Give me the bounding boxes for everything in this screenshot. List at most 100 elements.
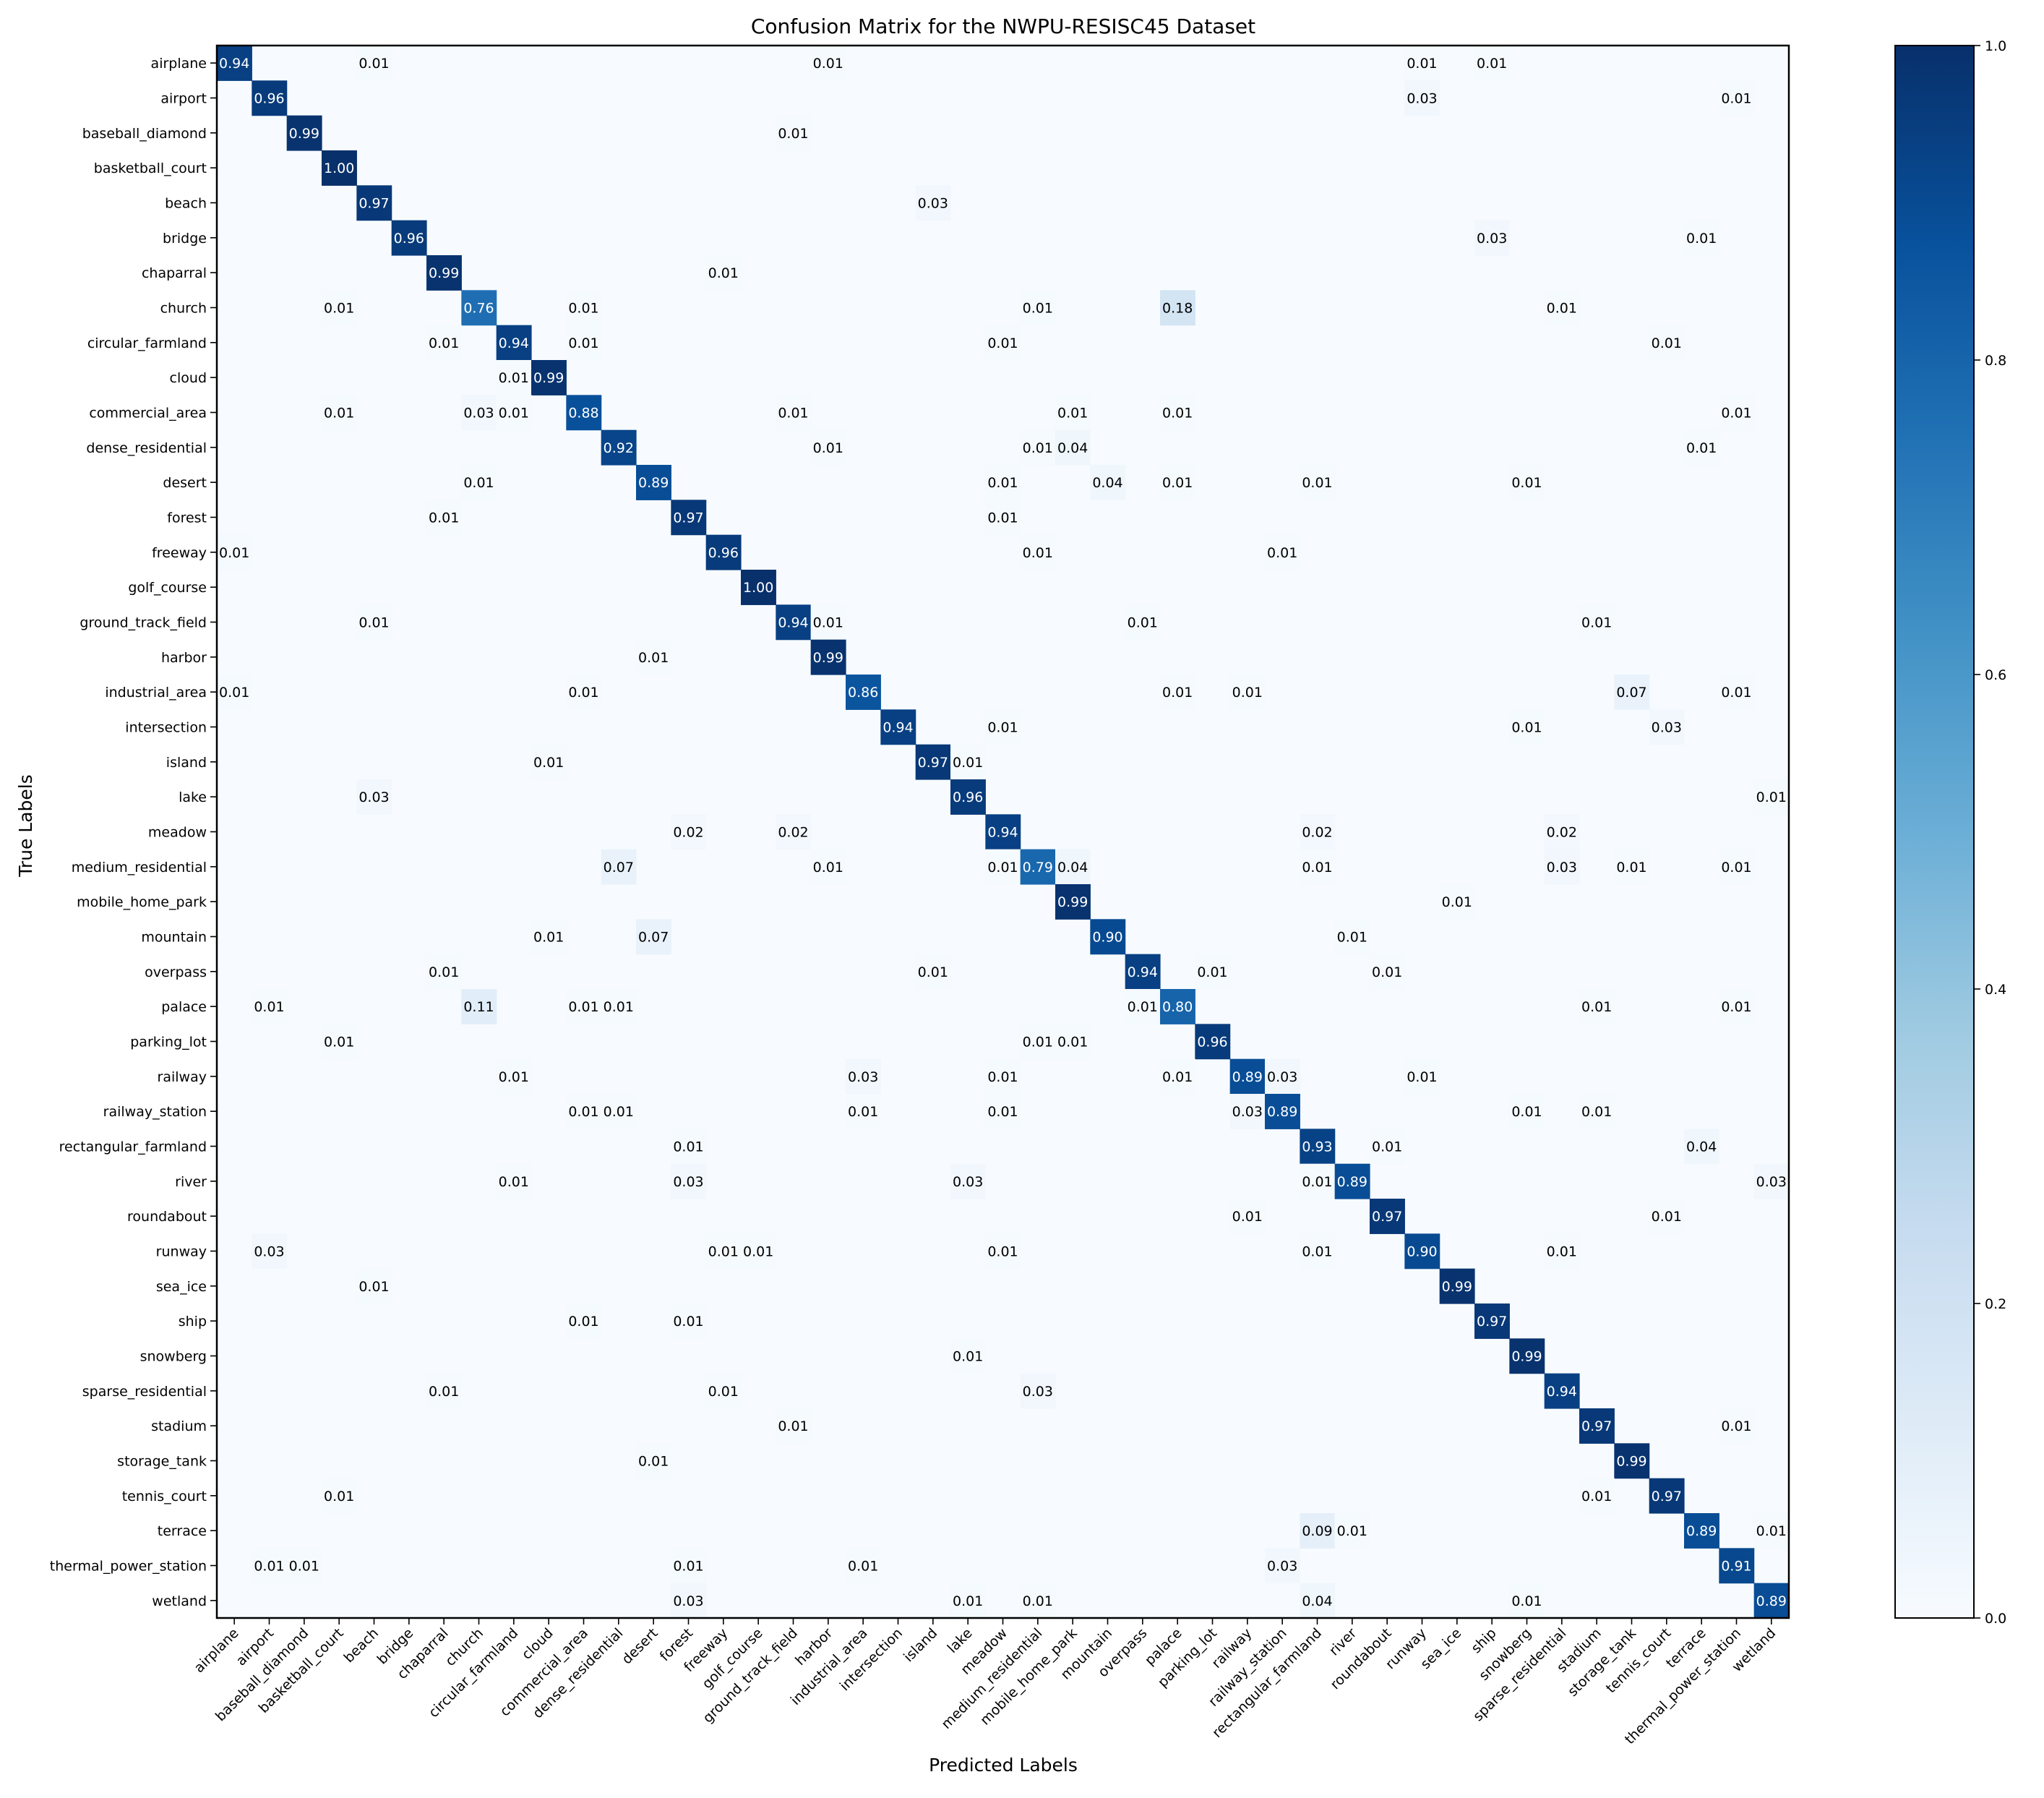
matrix-cell [1090, 465, 1126, 500]
cell-value-label: 0.01 [568, 999, 598, 1015]
cell-value-label: 0.01 [1581, 999, 1612, 1015]
cell-value-label: 0.01 [219, 545, 249, 561]
matrix-cell [1649, 1199, 1685, 1234]
cell-value-label: 0.07 [604, 860, 634, 876]
matrix-cell [776, 1408, 812, 1444]
cell-value-label: 0.01 [1756, 789, 1787, 805]
matrix-cell [1404, 46, 1440, 81]
cell-value-label: 0.01 [358, 1279, 389, 1295]
cell-value-label: 0.03 [1267, 1559, 1297, 1575]
y-tick-label: tennis_court [122, 1489, 207, 1504]
cell-value-label: 0.01 [499, 1174, 529, 1190]
cell-value-label: 0.96 [708, 545, 739, 561]
y-tick-label: ground_track_field [80, 615, 207, 631]
y-tick-label: snowberg [140, 1349, 207, 1365]
cell-value-label: 0.01 [638, 650, 669, 666]
cell-value-label: 0.94 [1128, 964, 1158, 980]
colorbar-tick-label: 0.2 [1985, 1296, 2006, 1312]
cell-value-label: 0.01 [429, 964, 459, 980]
cell-value-label: 0.01 [813, 615, 843, 631]
cell-value-label: 0.01 [987, 510, 1018, 526]
cell-value-label: 0.01 [813, 56, 843, 72]
cell-value-label: 0.97 [1652, 1489, 1682, 1504]
matrix-cell [356, 185, 392, 221]
cell-value-label: 0.01 [429, 335, 459, 351]
matrix-cell [1579, 604, 1615, 641]
matrix-cell [846, 1058, 881, 1095]
cell-value-label: 0.01 [1023, 1593, 1053, 1609]
cell-value-label: 0.01 [743, 1244, 773, 1260]
cell-value-label: 0.03 [673, 1174, 703, 1190]
matrix-cell [461, 989, 497, 1024]
cell-value-label: 0.01 [463, 475, 494, 491]
matrix-cell [1753, 1583, 1790, 1619]
matrix-cell [1020, 1583, 1056, 1619]
cell-value-label: 0.01 [1581, 1104, 1612, 1120]
cell-value-label: 0.03 [1547, 860, 1577, 876]
matrix-cell [1020, 429, 1056, 466]
matrix-cell [950, 744, 986, 780]
cell-value-label: 0.01 [1652, 1209, 1682, 1225]
matrix-cell [1719, 989, 1755, 1024]
matrix-cell [741, 570, 776, 605]
cell-value-label: 0.01 [358, 56, 389, 72]
cell-value-label: 0.01 [1197, 964, 1227, 980]
colorbar-gradient [1895, 46, 1974, 1618]
matrix-cell [985, 500, 1021, 536]
cell-value-label: 0.01 [953, 755, 983, 771]
matrix-cell [1055, 849, 1091, 885]
cell-value-label: 0.01 [1057, 406, 1088, 421]
matrix-cell [985, 1058, 1021, 1095]
cell-value-label: 0.03 [1407, 91, 1437, 107]
matrix-cell [1509, 1094, 1545, 1129]
matrix-cell [1753, 779, 1790, 815]
cell-value-label: 0.01 [673, 1139, 703, 1155]
cell-value-label: 0.89 [1686, 1523, 1717, 1539]
matrix-cell [985, 849, 1021, 885]
matrix-cell [1265, 1058, 1300, 1095]
cell-value-label: 0.18 [1162, 301, 1193, 317]
cell-value-label: 0.01 [254, 1559, 284, 1575]
cell-value-label: 0.01 [778, 126, 808, 142]
matrix-cell [810, 429, 846, 466]
cell-value-label: 0.01 [289, 1559, 319, 1575]
cell-value-label: 0.01 [1162, 406, 1193, 421]
matrix-cell [531, 360, 567, 395]
matrix-cell [1090, 919, 1126, 955]
cell-value-label: 0.01 [1302, 860, 1332, 876]
colorbar: 0.0 0.2 0.4 0.6 0.8 1.0 [1894, 38, 2006, 1627]
cell-value-label: 0.01 [708, 1244, 739, 1260]
cell-value-label: 0.01 [324, 1489, 354, 1504]
matrix-cell [1265, 534, 1300, 570]
matrix-cell [950, 779, 986, 815]
cell-value-label: 0.01 [1511, 475, 1542, 491]
cell-value-label: 0.97 [1581, 1418, 1612, 1434]
cell-value-label: 0.01 [1721, 1418, 1751, 1434]
cell-value-label: 0.97 [358, 196, 389, 212]
cell-value-label: 0.01 [778, 406, 808, 421]
matrix-cell [1474, 1303, 1510, 1339]
matrix-cell [810, 849, 846, 885]
cell-value-label: 0.96 [953, 789, 983, 805]
cell-value-label: 0.94 [883, 720, 913, 736]
matrix-cell [1055, 1024, 1091, 1060]
matrix-cell [810, 46, 846, 81]
cell-value-label: 0.01 [254, 999, 284, 1015]
y-tick-label: ship [179, 1314, 207, 1330]
cell-value-label: 0.01 [1337, 930, 1367, 946]
matrix-cell [1160, 290, 1195, 326]
cell-value-label: 0.03 [848, 1069, 878, 1085]
matrix-cell [1195, 954, 1231, 990]
cell-value-label: 0.01 [1407, 1069, 1437, 1085]
y-tick-label: sparse_residential [82, 1384, 207, 1400]
y-tick-label: basketball_court [94, 160, 207, 176]
cell-value-label: 0.01 [953, 1593, 983, 1609]
matrix-cell [601, 429, 637, 466]
matrix-cell [531, 919, 567, 955]
cell-value-label: 0.01 [1511, 1593, 1542, 1609]
cell-value-label: 0.01 [987, 1104, 1018, 1120]
matrix-cell [1160, 989, 1195, 1024]
y-tick-label: industrial_area [105, 685, 207, 701]
cell-value-label: 0.01 [1756, 1523, 1787, 1539]
